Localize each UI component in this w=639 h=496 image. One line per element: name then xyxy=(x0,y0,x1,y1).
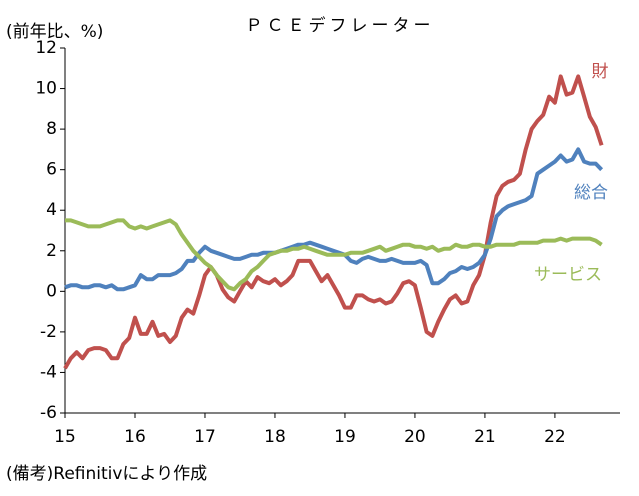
y-tick-label: -6 xyxy=(40,403,57,423)
x-tick-label: 15 xyxy=(54,427,76,447)
x-tick-label: 22 xyxy=(544,427,566,447)
y-tick-label: 12 xyxy=(35,38,57,58)
x-tick-label: 17 xyxy=(194,427,216,447)
series-label: 総合 xyxy=(574,183,608,203)
note: (備考)Refinitivにより作成 xyxy=(6,464,207,484)
y-axis-label: (前年比、%) xyxy=(6,22,103,42)
x-tick-label: 16 xyxy=(124,427,146,447)
x-tick-label: 20 xyxy=(404,427,426,447)
y-tick-label: 0 xyxy=(46,281,57,301)
y-tick-label: 10 xyxy=(35,79,57,99)
x-tick-label: 21 xyxy=(474,427,496,447)
series-label: サービス xyxy=(534,265,602,285)
x-tick-label: 18 xyxy=(264,427,286,447)
y-tick-label: -4 xyxy=(40,362,57,382)
y-tick-label: -2 xyxy=(40,322,57,342)
series-line xyxy=(64,147,604,292)
x-tick-label: 19 xyxy=(334,427,356,447)
y-tick-label: 4 xyxy=(46,200,57,220)
y-tick-label: 2 xyxy=(46,241,57,261)
series-label: 財 xyxy=(592,62,609,82)
series-line xyxy=(63,74,604,370)
chart-title: ＰＣＥデフレーター xyxy=(246,15,435,36)
series-line xyxy=(65,218,603,292)
y-tick-label: 8 xyxy=(46,119,57,139)
y-tick-label: 6 xyxy=(46,160,57,180)
